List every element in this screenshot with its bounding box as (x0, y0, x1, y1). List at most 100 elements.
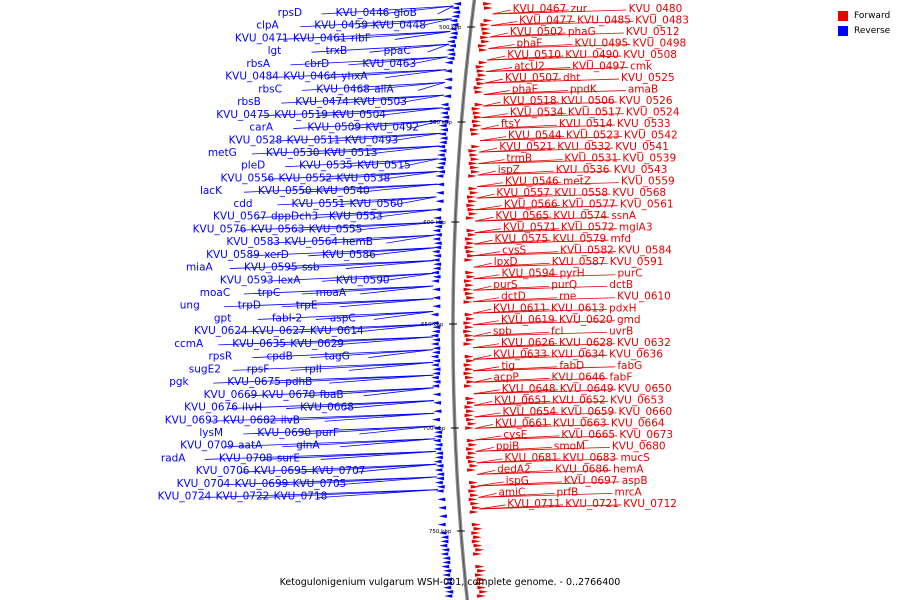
forward-gene-label[interactable]: KVU_0517 (568, 107, 622, 119)
forward-gene-label[interactable]: pyrH (560, 268, 585, 280)
forward-gene-label[interactable]: KVU_0532 (557, 141, 611, 153)
forward-gene-label[interactable]: KVU_0659 (560, 406, 614, 418)
reverse-gene-label[interactable]: aspC (330, 312, 356, 324)
forward-gene-label[interactable]: KVU_0632 (617, 337, 671, 349)
forward-gene-label[interactable]: KVU_0582 (560, 245, 614, 257)
reverse-gene-label[interactable]: KVU_0708 (219, 452, 273, 464)
forward-gene-label[interactable]: KVU_0495 (575, 38, 629, 50)
forward-gene-label[interactable]: KVU_0507 (505, 72, 559, 84)
reverse-gene-label[interactable]: KVU_0576 (193, 223, 247, 235)
forward-gene-label[interactable]: KVU_0620 (559, 314, 613, 326)
reverse-gene-label[interactable]: hemB (342, 236, 373, 248)
forward-gene-label[interactable]: KVU_0664 (611, 417, 665, 429)
reverse-gene-label[interactable]: KVU_0718 (274, 491, 328, 503)
forward-gene-label[interactable]: KVU_0531 (564, 153, 618, 165)
forward-gene-label[interactable]: KVU_0619 (501, 314, 555, 326)
forward-gene-label[interactable]: KVU_0613 (551, 302, 605, 314)
reverse-gene-label[interactable]: ung (180, 300, 200, 312)
reverse-gene-label[interactable]: KVU_0540 (316, 185, 370, 197)
reverse-gene-label[interactable]: aatA (238, 440, 263, 452)
reverse-gene-label[interactable]: pdhB (285, 376, 312, 388)
forward-gene-label[interactable]: fabG (617, 360, 642, 372)
forward-gene-label[interactable]: KVU_0653 (610, 394, 664, 406)
forward-gene-label[interactable]: KVU_0467 (513, 3, 567, 15)
reverse-gene-label[interactable]: KVU_0704 (177, 478, 231, 490)
reverse-gene-label[interactable]: lgt (268, 45, 282, 57)
forward-gene-label[interactable]: KVU_0636 (609, 348, 663, 360)
reverse-gene-label[interactable]: KVU_0589 (206, 249, 260, 261)
reverse-gene-label[interactable]: lysM (199, 427, 223, 439)
forward-gene-label[interactable]: KVU_0510 (507, 49, 561, 61)
forward-gene-label[interactable]: KVU_0526 (619, 95, 673, 107)
forward-gene-label[interactable]: zur (571, 3, 588, 15)
reverse-gene-label[interactable]: rbsA (246, 58, 270, 70)
forward-gene-label[interactable]: phaE (512, 84, 538, 96)
reverse-gene-label[interactable]: KVU_0446 (336, 7, 390, 19)
forward-gene-label[interactable]: purC (618, 268, 643, 280)
forward-gene-label[interactable]: KVU_0575 (494, 233, 548, 245)
forward-gene-label[interactable]: KVU_0561 (620, 199, 674, 211)
reverse-gene-label[interactable]: KVU_0706 (196, 465, 250, 477)
forward-gene-label[interactable]: KVU_0680 (612, 440, 666, 452)
reverse-gene-label[interactable]: KVU_0593 (220, 274, 274, 286)
reverse-gene-label[interactable]: KVU_0707 (312, 465, 366, 477)
forward-gene-label[interactable]: KVU_0591 (610, 256, 664, 268)
forward-gene-label[interactable]: atcU2 (514, 61, 545, 73)
reverse-gene-label[interactable]: ppaC (384, 45, 411, 57)
reverse-gene-label[interactable]: KVU_0474 (295, 96, 349, 108)
forward-gene-label[interactable]: lpxD (494, 256, 518, 268)
reverse-gene-label[interactable]: KVU_0463 (362, 58, 416, 70)
reverse-gene-label[interactable]: moaA (316, 287, 347, 299)
forward-gene-label[interactable]: KVU_0712 (623, 498, 677, 510)
reverse-gene-label[interactable]: cdd (233, 198, 252, 210)
reverse-gene-label[interactable]: KVU_0690 (257, 427, 311, 439)
forward-gene-label[interactable]: gmd (617, 314, 641, 326)
forward-gene-label[interactable]: dctD (501, 291, 526, 303)
reverse-gene-label[interactable]: tagG (324, 351, 349, 363)
reverse-gene-label[interactable]: KVU_0627 (252, 325, 306, 337)
forward-gene-label[interactable]: KVU_0579 (552, 233, 606, 245)
reverse-gene-label[interactable]: dppDch3 (271, 211, 318, 223)
reverse-gene-label[interactable]: KVU_0682 (223, 414, 277, 426)
reverse-gene-label[interactable]: KVU_0724 (158, 491, 212, 503)
reverse-gene-label[interactable]: KVU_0468 (316, 83, 370, 95)
reverse-gene-label[interactable]: KVU_0699 (235, 478, 289, 490)
reverse-gene-label[interactable]: yhxA (341, 71, 368, 83)
forward-gene-label[interactable]: prfB (556, 486, 578, 498)
reverse-gene-label[interactable]: KVU_0504 (332, 109, 386, 121)
reverse-gene-label[interactable]: KVU_0484 (225, 71, 279, 83)
forward-gene-label[interactable]: fabF (610, 371, 633, 383)
forward-gene-label[interactable]: dctB (609, 279, 633, 291)
reverse-gene-label[interactable]: KVU_0668 (300, 402, 354, 414)
forward-gene-label[interactable]: KVU_0557 (496, 187, 550, 199)
reverse-gene-label[interactable]: KVU_0695 (254, 465, 308, 477)
forward-gene-label[interactable]: purQ (551, 279, 577, 291)
forward-gene-label[interactable]: KVU_0610 (617, 291, 671, 303)
reverse-gene-label[interactable]: KVU_0669 (204, 389, 258, 401)
reverse-gene-label[interactable]: KVU_0709 (180, 440, 234, 452)
forward-gene-label[interactable]: mglA3 (619, 222, 653, 234)
forward-gene-label[interactable]: KVU_0506 (561, 95, 615, 107)
forward-gene-label[interactable]: KVU_0626 (501, 337, 555, 349)
reverse-gene-label[interactable]: KVU_0528 (229, 134, 283, 146)
reverse-gene-label[interactable]: ilvB (281, 414, 300, 426)
reverse-gene-label[interactable]: KVU_0563 (251, 223, 305, 235)
reverse-gene-label[interactable]: KVU_0503 (353, 96, 407, 108)
reverse-gene-label[interactable]: KVU_0461 (293, 32, 347, 44)
forward-gene-label[interactable]: KVU_0566 (504, 199, 558, 211)
reverse-gene-label[interactable]: cpdB (266, 351, 292, 363)
forward-gene-label[interactable]: KVU_0533 (617, 118, 671, 130)
forward-gene-label[interactable]: KVU_0512 (626, 26, 680, 38)
reverse-gene-label[interactable]: fabI-2 (272, 312, 302, 324)
reverse-gene-label[interactable]: KVU_0552 (279, 172, 333, 184)
reverse-gene-label[interactable]: KVU_0471 (235, 32, 289, 44)
forward-gene-label[interactable]: aspB (622, 475, 648, 487)
forward-gene-label[interactable]: rne (559, 291, 576, 303)
forward-gene-label[interactable]: KVU_0485 (577, 15, 631, 27)
forward-gene-label[interactable]: KVU_0539 (622, 153, 676, 165)
forward-gene-label[interactable]: KVU_0654 (502, 406, 556, 418)
forward-gene-label[interactable]: ppdK (570, 84, 598, 96)
forward-gene-label[interactable]: cysE (503, 429, 527, 441)
reverse-gene-label[interactable]: KVU_0590 (336, 274, 390, 286)
forward-gene-label[interactable]: KVU_0508 (623, 49, 677, 61)
